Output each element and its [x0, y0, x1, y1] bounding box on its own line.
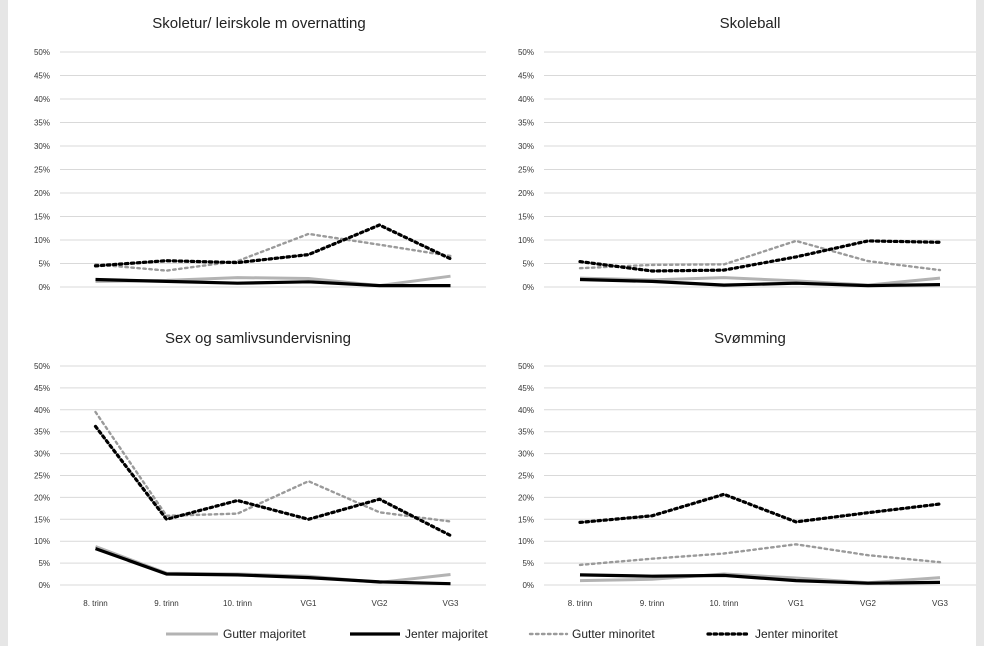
x-tick-label: 8. trinn: [568, 599, 592, 608]
y-tick-label: 10%: [34, 236, 50, 245]
legend-label: Gutter minoritet: [572, 627, 655, 641]
series-line: [578, 492, 942, 525]
y-tick-label: 40%: [34, 406, 50, 415]
x-tick-label: 10. trinn: [223, 599, 252, 608]
y-tick-label: 50%: [34, 362, 50, 371]
x-tick-label: 10. trinn: [710, 599, 739, 608]
y-tick-label: 45%: [34, 72, 50, 81]
y-tick-label: 15%: [518, 213, 534, 222]
y-tick-label: 40%: [518, 95, 534, 104]
y-tick-label: 20%: [34, 189, 50, 198]
y-tick-label: 20%: [518, 189, 534, 198]
y-tick-label: 10%: [518, 537, 534, 546]
y-tick-label: 10%: [34, 537, 50, 546]
legend-label: Jenter majoritet: [405, 627, 488, 641]
x-tick-label: 8. trinn: [83, 599, 107, 608]
y-tick-label: 35%: [34, 428, 50, 437]
y-tick-label: 25%: [518, 472, 534, 481]
y-tick-label: 0%: [38, 283, 50, 292]
y-tick-label: 10%: [518, 236, 534, 245]
y-tick-label: 15%: [34, 515, 50, 524]
y-tick-label: 30%: [518, 142, 534, 151]
chart-panel: Sex og samlivsundervisning 0% 5% 10% 15% 20% 2…: [34, 330, 486, 608]
series-line: [579, 573, 941, 585]
y-tick-label: 0%: [38, 581, 50, 590]
chart-figure: Skoletur/ leirskole m overnatting 0% 5% 10%…: [8, 0, 976, 646]
chart-title: Sex og samlivsundervisning: [165, 330, 351, 347]
y-tick-label: 0%: [522, 581, 534, 590]
series-line: [94, 410, 452, 523]
x-tick-label: VG2: [371, 599, 388, 608]
y-tick-label: 35%: [518, 428, 534, 437]
y-tick-label: 45%: [518, 384, 534, 393]
legend-label: Gutter majoritet: [223, 627, 306, 641]
legend: Gutter majoritet Jenter majoritet Gutter m…: [166, 627, 838, 641]
y-tick-label: 30%: [34, 142, 50, 151]
y-tick-label: 40%: [34, 95, 50, 104]
y-tick-label: 5%: [38, 260, 50, 269]
series-line: [578, 239, 942, 272]
legend-label: Jenter minoritet: [755, 627, 838, 641]
chart-title: Skoletur/ leirskole m overnatting: [152, 15, 365, 32]
y-tick-label: 15%: [34, 213, 50, 222]
chart-canvas: Skoletur/ leirskole m overnatting 0% 5% 10%…: [34, 15, 976, 641]
y-tick-label: 30%: [518, 450, 534, 459]
y-tick-label: 20%: [34, 493, 50, 502]
y-tick-label: 25%: [518, 166, 534, 175]
chart-panel: Skoleball 0% 5% 10% 15% 20% 25% 30% 35% 40% 45% 50%: [518, 15, 976, 292]
x-tick-label: VG1: [300, 599, 317, 608]
chart-panel: Svømming 0% 5% 10% 15% 20% 25% 30% 35% 40% 45% 50% 8…: [518, 330, 976, 608]
y-tick-label: 5%: [38, 559, 50, 568]
x-tick-label: VG2: [860, 599, 877, 608]
series-line: [93, 424, 453, 538]
y-tick-label: 50%: [518, 48, 534, 57]
y-tick-label: 5%: [522, 260, 534, 269]
x-tick-label: VG1: [788, 599, 805, 608]
series-line: [579, 277, 941, 288]
series-line: [94, 232, 452, 272]
y-tick-label: 15%: [518, 515, 534, 524]
x-tick-label: VG3: [442, 599, 459, 608]
y-tick-label: 40%: [518, 406, 534, 415]
x-tick-label: VG3: [932, 599, 949, 608]
chart-title: Svømming: [714, 330, 786, 347]
y-tick-label: 25%: [34, 472, 50, 481]
chart-title: Skoleball: [720, 15, 781, 32]
y-tick-label: 45%: [34, 384, 50, 393]
y-tick-label: 45%: [518, 72, 534, 81]
series-line: [93, 223, 453, 268]
series-line: [94, 547, 451, 586]
y-tick-label: 20%: [518, 493, 534, 502]
y-tick-label: 25%: [34, 166, 50, 175]
y-tick-label: 50%: [34, 48, 50, 57]
x-tick-label: 9. trinn: [154, 599, 178, 608]
y-tick-label: 50%: [518, 362, 534, 371]
y-tick-label: 35%: [34, 119, 50, 128]
y-tick-label: 35%: [518, 119, 534, 128]
x-tick-label: 9. trinn: [640, 599, 664, 608]
series-line: [95, 277, 451, 288]
y-tick-label: 0%: [522, 283, 534, 292]
series-line: [578, 543, 942, 567]
y-tick-label: 30%: [34, 450, 50, 459]
chart-panel: Skoletur/ leirskole m overnatting 0% 5% 10%…: [34, 15, 486, 292]
y-tick-label: 5%: [522, 559, 534, 568]
series-line: [578, 239, 942, 273]
